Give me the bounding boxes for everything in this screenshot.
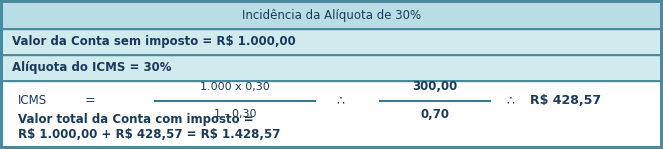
Text: ∴: ∴ bbox=[506, 94, 514, 107]
Text: Alíquota do ICMS = 30%: Alíquota do ICMS = 30% bbox=[12, 61, 172, 74]
Text: 0,70: 0,70 bbox=[420, 107, 450, 121]
Text: ICMS: ICMS bbox=[18, 94, 47, 107]
Bar bbox=[3, 55, 660, 80]
Bar bbox=[3, 81, 660, 146]
Text: R$ 1.000,00 + R$ 428,57 = R$ 1.428,57: R$ 1.000,00 + R$ 428,57 = R$ 1.428,57 bbox=[18, 128, 280, 142]
Bar bbox=[3, 3, 660, 28]
Text: 1.000 x 0,30: 1.000 x 0,30 bbox=[200, 82, 270, 92]
Text: Valor total da Conta com imposto =: Valor total da Conta com imposto = bbox=[18, 114, 254, 127]
Text: 300,00: 300,00 bbox=[412, 80, 457, 94]
Text: Valor da Conta sem imposto = R$ 1.000,00: Valor da Conta sem imposto = R$ 1.000,00 bbox=[12, 35, 296, 48]
Text: 1 - 0,30: 1 - 0,30 bbox=[213, 109, 257, 119]
Text: =: = bbox=[85, 94, 95, 107]
Bar bbox=[3, 29, 660, 54]
Text: ∴: ∴ bbox=[336, 94, 344, 107]
Text: R$ 428,57: R$ 428,57 bbox=[530, 94, 601, 107]
Text: Incidência da Alíquota de 30%: Incidência da Alíquota de 30% bbox=[242, 9, 421, 22]
